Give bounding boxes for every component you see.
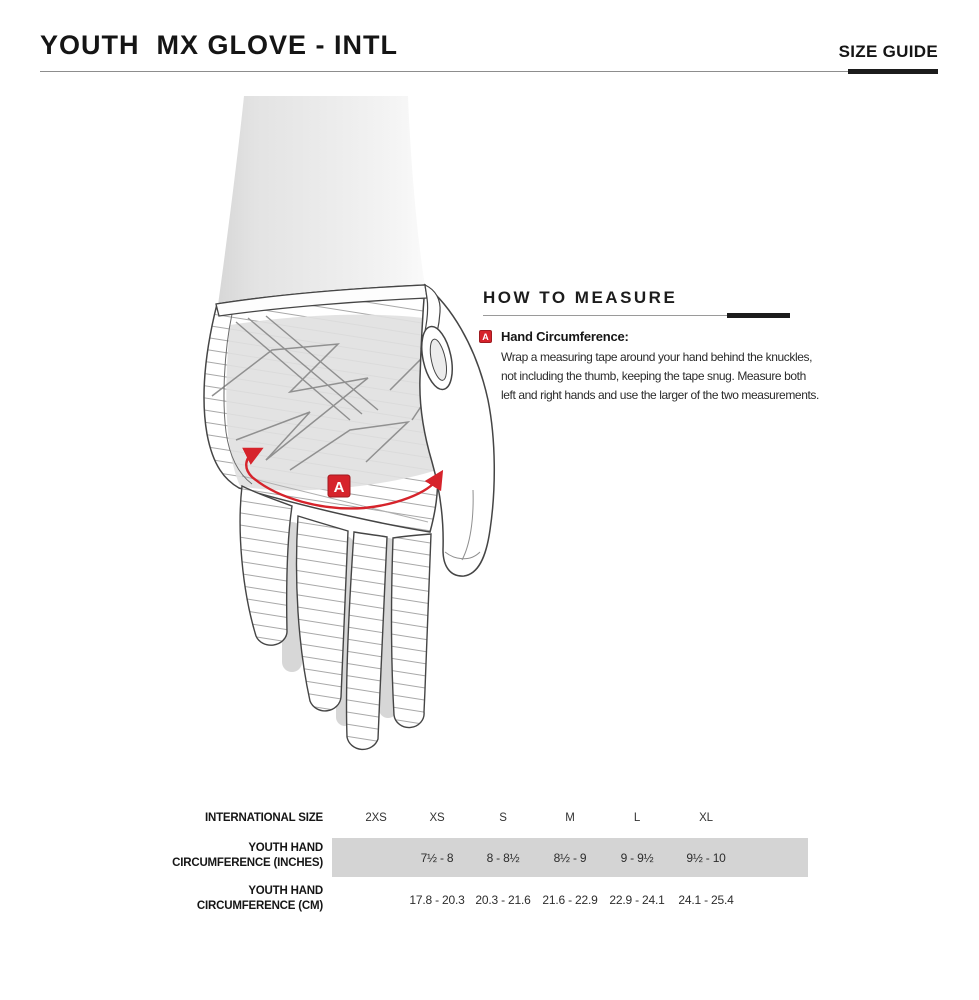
cm-value-xl: 24.1 - 25.4 <box>678 893 734 907</box>
cuff-pull-tab <box>421 325 453 391</box>
column-header-s: S <box>499 812 507 824</box>
cm-value-s: 20.3 - 21.6 <box>475 893 531 907</box>
glove-fingers <box>239 484 432 751</box>
glove-side-panel-line <box>223 313 253 485</box>
inches-value-xs: 7½ - 8 <box>420 851 454 865</box>
header-divider-accent <box>848 69 938 74</box>
cm-row-label: YOUTH HAND CIRCUMFERENCE (CM) <box>196 885 323 912</box>
cm-value-xs: 17.8 - 20.3 <box>409 893 465 907</box>
hand-circumference-instructions: Wrap a measuring tape around your hand b… <box>501 348 819 405</box>
column-header-2xs: 2XS <box>365 812 387 824</box>
measure-marker-a: A <box>327 474 351 498</box>
thumb-tip-line <box>444 551 481 560</box>
inches-value-m: 8½ - 9 <box>553 851 587 865</box>
glove-illustration-svg: A <box>203 96 495 751</box>
inches-row-label: YOUTH HAND CIRCUMFERENCE (INCHES) <box>172 842 323 869</box>
header-divider <box>40 71 938 72</box>
thumb-crease <box>461 489 474 561</box>
index-finger <box>390 533 432 729</box>
cm-value-l: 22.9 - 24.1 <box>609 893 665 907</box>
hand-circumference-term: Hand Circumference: <box>501 329 629 344</box>
inches-value-s: 8 - 8½ <box>486 851 520 865</box>
column-header-xl: XL <box>699 812 713 824</box>
pinky-finger <box>239 484 293 646</box>
how-to-measure-heading: HOW TO MEASURE <box>483 288 678 307</box>
forearm <box>218 96 425 305</box>
cm-value-m: 21.6 - 22.9 <box>542 893 598 907</box>
column-header-m: M <box>565 812 575 824</box>
measure-arc <box>242 447 444 510</box>
international-size-label: INTERNATIONAL SIZE <box>204 812 323 824</box>
column-header-l: L <box>633 812 641 824</box>
ring-finger <box>295 515 349 712</box>
column-header-xs: XS <box>429 812 445 824</box>
page-title: YOUTH MX GLOVE - INTL <box>40 30 398 60</box>
inches-value-l: 9 - 9½ <box>620 851 654 865</box>
hand-circumference-marker: A <box>479 330 492 343</box>
instruction-line: not including the thumb, keeping the tap… <box>501 369 806 383</box>
inches-value-xl: 9½ - 10 <box>686 851 726 865</box>
middle-finger <box>345 531 388 751</box>
instruction-line: Wrap a measuring tape around your hand b… <box>501 350 813 364</box>
glove-measurement-illustration: A <box>140 90 540 775</box>
measure-divider-accent <box>727 313 790 318</box>
measure-marker-a-letter: A <box>334 479 345 496</box>
inches-row-band <box>332 838 808 877</box>
size-guide-label: SIZE GUIDE <box>838 42 938 61</box>
instruction-line: left and right hands and use the larger … <box>501 388 819 402</box>
measure-divider <box>483 315 727 316</box>
